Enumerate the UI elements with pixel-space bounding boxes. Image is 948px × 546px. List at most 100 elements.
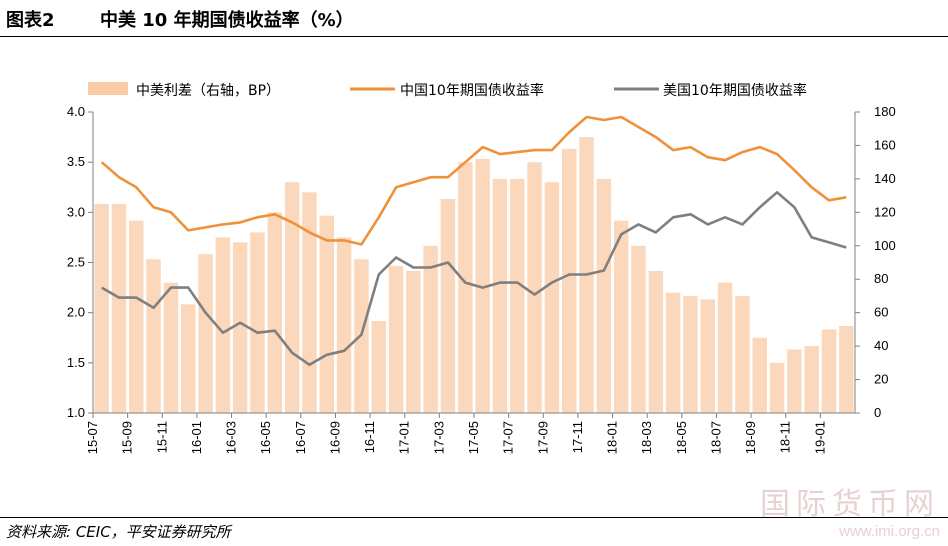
right-tick-label: 80 (874, 271, 888, 286)
left-tick-label: 4.0 (67, 104, 85, 119)
spread-bar (146, 259, 161, 413)
x-tick-label: 18-07 (709, 421, 724, 454)
legend-swatch-spread (88, 82, 128, 95)
x-tick-label: 15-07 (85, 421, 100, 454)
right-tick-label: 20 (874, 372, 888, 387)
x-tick-label: 17-09 (535, 421, 550, 454)
china-yield-line (100, 115, 847, 246)
x-tick-label: 17-05 (466, 421, 481, 454)
right-tick-label: 0 (874, 405, 881, 420)
x-tick-label: 15-11 (154, 421, 169, 453)
spread-bar (492, 178, 508, 413)
spread-bar (181, 304, 196, 413)
x-tick-label: 16-01 (189, 421, 204, 454)
spread-bar (94, 204, 109, 413)
x-tick-label: 19-01 (812, 421, 827, 454)
spread-bar (250, 232, 265, 413)
spread-bar (336, 237, 352, 413)
spread-bar (163, 282, 179, 413)
spread-bar (752, 337, 767, 414)
header-rule (0, 36, 948, 37)
spread-bar (458, 162, 473, 413)
x-tick-label: 16-09 (328, 421, 343, 454)
spread-bars (94, 137, 854, 414)
footer-rule (0, 517, 948, 518)
x-tick-label: 16-11 (362, 421, 377, 453)
right-tick-label: 60 (874, 305, 888, 320)
x-tick-label: 18-11 (778, 421, 793, 453)
spread-bar (700, 299, 715, 413)
spread-bar (613, 220, 629, 413)
right-tick-label: 40 (874, 338, 888, 353)
spread-bar (302, 192, 317, 413)
source-note: 资料来源: CEIC，平安证券研究所 (6, 523, 231, 541)
x-tick-label: 16-07 (293, 421, 308, 454)
spread-bar (215, 237, 231, 413)
spread-bar (371, 321, 386, 413)
x-tick-label: 17-11 (570, 421, 585, 453)
spread-bar (562, 148, 577, 414)
x-tick-label: 15-09 (120, 421, 135, 454)
spread-bar (475, 158, 490, 413)
us-yield-line (101, 191, 847, 367)
spread-bar (631, 245, 646, 413)
spread-bar (129, 220, 144, 413)
watermark: 国际货币网 www.imi.org.cn (760, 479, 940, 540)
x-tick-label: 18-01 (605, 421, 620, 454)
x-tick-label: 17-07 (501, 421, 516, 454)
spread-bar (198, 254, 213, 413)
x-tick-label: 18-03 (639, 421, 654, 454)
spread-bar (544, 182, 560, 413)
spread-bar (787, 349, 802, 413)
left-tick-label: 1.0 (67, 405, 85, 420)
left-tick-label: 3.0 (67, 204, 85, 219)
spread-bar (648, 270, 664, 413)
right-tick-label: 140 (874, 171, 896, 186)
chart-axes: 1.0 1.5 2.0 2.5 3.0 3.5 4.0 0 20 40 60 80 100 120 140 1… (67, 104, 896, 454)
x-tick-label: 18-05 (674, 421, 689, 454)
figure-header: 图表2 中美 10 年期国债收益率（%） (0, 0, 948, 38)
spread-bar (821, 329, 837, 413)
left-tick-label: 3.5 (67, 154, 85, 169)
x-tick-label: 18-09 (743, 421, 758, 454)
watermark-text: 国际货币网 (760, 487, 940, 522)
spread-bar (804, 346, 819, 413)
x-tick-label: 16-03 (224, 421, 239, 454)
x-tick-label: 16-05 (258, 421, 273, 454)
spread-bar (284, 182, 300, 413)
spread-bar (665, 292, 681, 413)
spread-bar (267, 212, 283, 413)
spread-bar (683, 295, 698, 413)
spread-bar (423, 245, 438, 413)
spread-bar (735, 295, 750, 413)
x-tick-label: 17-03 (431, 421, 446, 454)
right-tick-label: 120 (874, 204, 896, 219)
yield-chart: 中美利差（右轴，BP） 中国10年期国债收益率 美国10年期国债收益率 1.01… (67, 82, 896, 454)
spread-bar (769, 362, 785, 413)
figure-label: 图表2 (6, 10, 55, 31)
left-tick-label: 2.0 (67, 305, 85, 320)
spread-bar (406, 270, 421, 413)
spread-bar (717, 282, 733, 413)
right-tick-label: 160 (874, 137, 896, 152)
legend-label-china: 中国10年期国债收益率 (400, 82, 544, 99)
spread-bar (232, 242, 248, 413)
left-tick-label: 1.5 (67, 355, 85, 370)
spread-bar (527, 162, 542, 413)
watermark-url: www.imi.org.cn (839, 523, 940, 540)
right-tick-label: 100 (874, 238, 896, 253)
figure-title: 中美 10 年期国债收益率（%） (100, 10, 354, 31)
spread-bar (319, 215, 334, 413)
spread-bar (596, 178, 612, 413)
legend-label-spread: 中美利差（右轴，BP） (136, 83, 280, 99)
chart-legend: 中美利差（右轴，BP） 中国10年期国债收益率 美国10年期国债收益率 (88, 82, 807, 99)
spread-bar (839, 326, 854, 413)
spread-bar (388, 265, 404, 413)
spread-bar (111, 204, 127, 413)
right-tick-label: 180 (874, 104, 896, 119)
spread-bar (440, 199, 456, 413)
x-tick-label: 17-01 (397, 421, 412, 454)
left-tick-label: 2.5 (67, 255, 85, 270)
legend-label-us: 美国10年期国债收益率 (663, 82, 807, 99)
spread-bar (510, 178, 525, 413)
